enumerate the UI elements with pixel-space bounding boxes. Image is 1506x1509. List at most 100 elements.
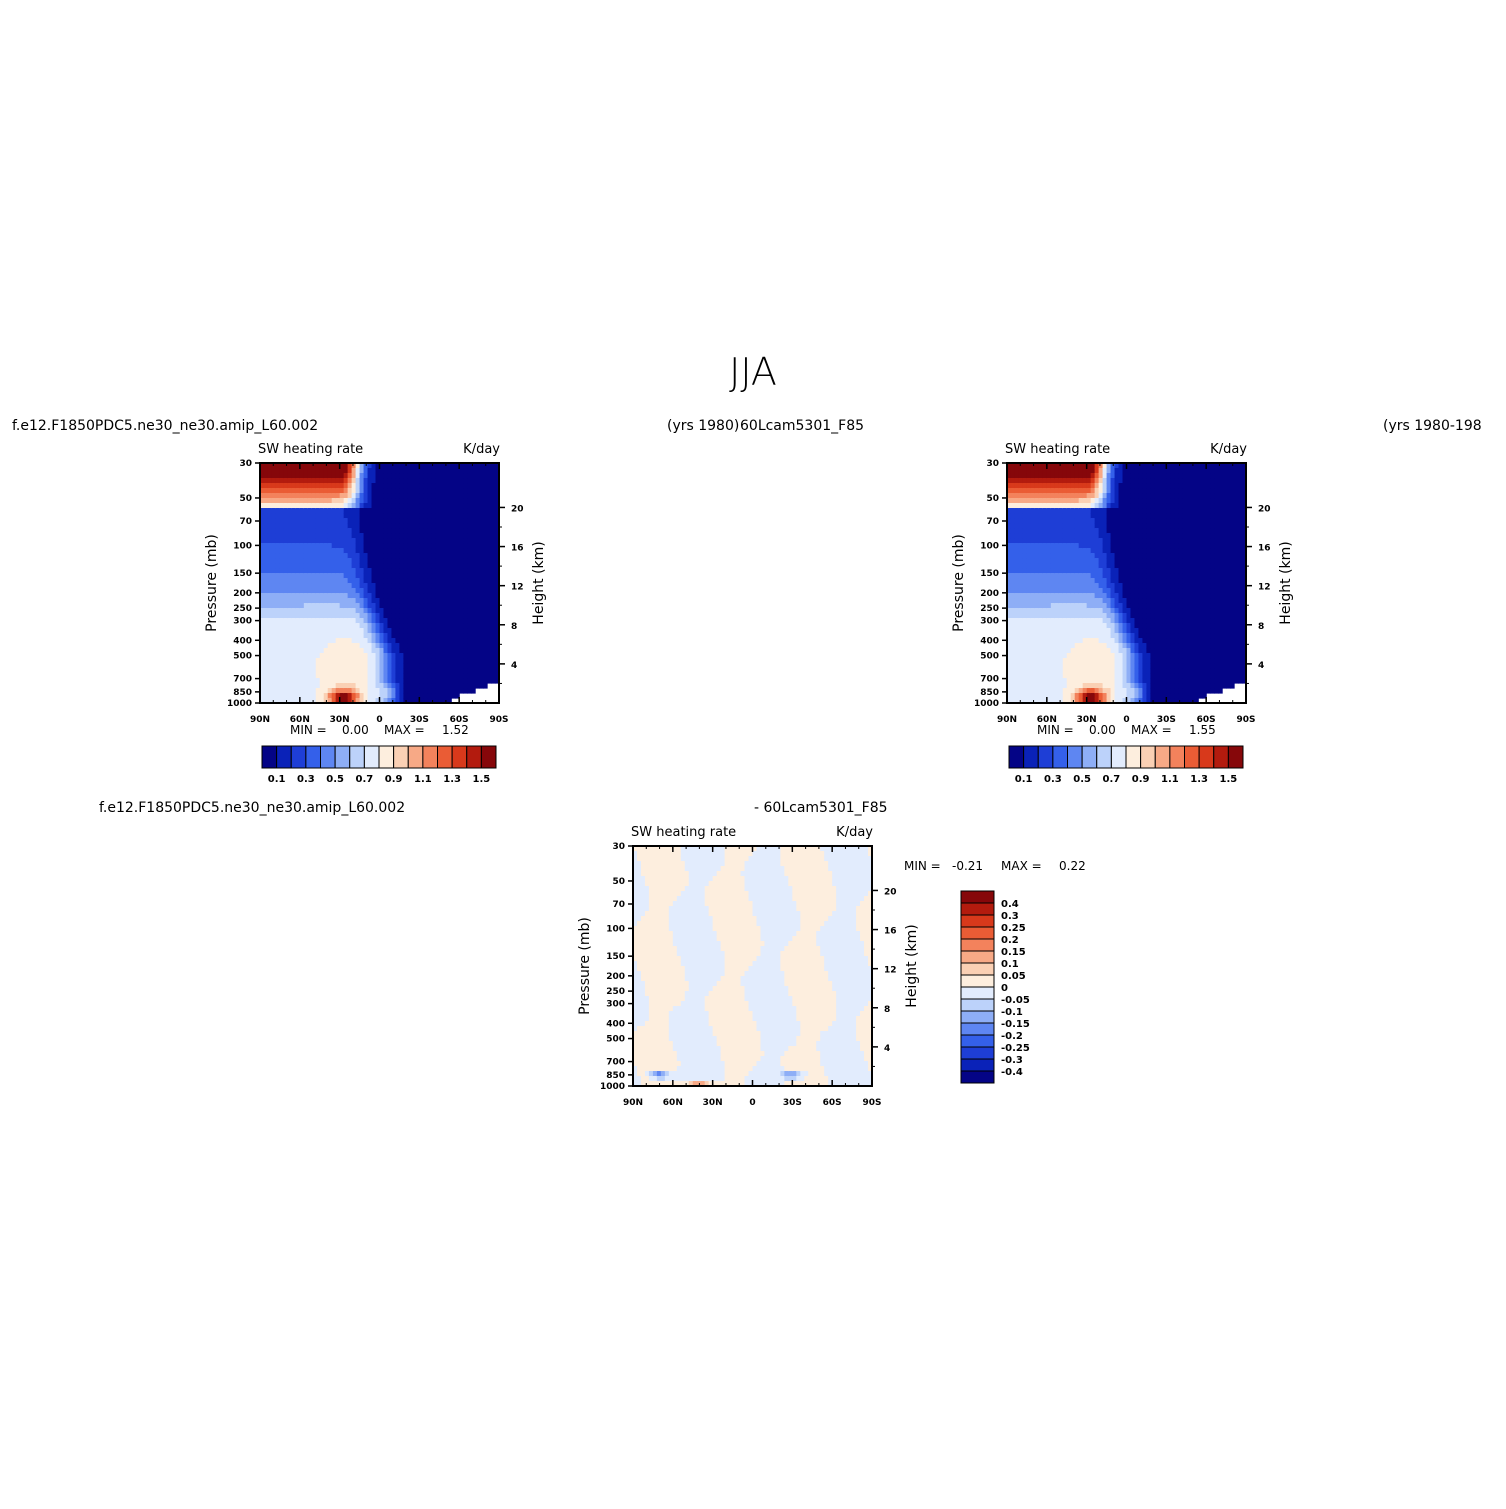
field-cell (1130, 643, 1136, 649)
field-cell (1086, 493, 1092, 499)
field-cell (415, 583, 420, 589)
field-cell (399, 568, 404, 574)
field-cell (1054, 678, 1060, 684)
field-cell (1134, 618, 1140, 624)
field-cell (279, 513, 285, 519)
field-cell (351, 653, 357, 659)
field-cell (363, 593, 369, 599)
field-cell (295, 508, 301, 514)
field-cell (299, 518, 305, 524)
field-cell (303, 463, 309, 469)
field-cell (471, 523, 476, 529)
field-cell (415, 513, 420, 519)
field-cell (1086, 663, 1092, 669)
field-cell (443, 628, 448, 634)
y-tick-label: 300 (233, 617, 252, 627)
field-cell (491, 478, 496, 484)
field-cell (1098, 663, 1104, 669)
field-cell (1086, 533, 1092, 539)
field-cell (1130, 483, 1136, 489)
field-cell (323, 623, 329, 629)
field-cell (403, 533, 408, 539)
y-tick-label: 70 (239, 517, 252, 527)
field-cell (1082, 613, 1088, 619)
field-cell (1026, 633, 1032, 639)
field-cell (1146, 648, 1151, 654)
field-cell (1062, 588, 1068, 594)
field-cell (1066, 618, 1072, 624)
field-cell (267, 693, 273, 699)
field-cell (263, 683, 269, 689)
field-cell (1094, 698, 1100, 704)
field-cell (327, 583, 333, 589)
field-cell (1010, 463, 1016, 469)
field-cell (1098, 543, 1104, 549)
field-cell (303, 498, 309, 504)
field-cell (1166, 473, 1171, 479)
field-cell (1098, 538, 1104, 544)
field-cell (335, 598, 341, 604)
field-cell (451, 553, 456, 559)
field-cell (1134, 673, 1140, 679)
field-cell (299, 598, 305, 604)
field-cell (271, 548, 277, 554)
field-cell (1062, 488, 1068, 494)
field-cell (383, 578, 389, 584)
field-cell (1134, 538, 1140, 544)
field-cell (275, 638, 281, 644)
field-cell (1102, 468, 1108, 474)
field-cell (1042, 508, 1048, 514)
field-cell (355, 508, 361, 514)
field-cell (299, 528, 305, 534)
field-cell (427, 678, 432, 684)
field-cell (359, 563, 365, 569)
field-cell (283, 688, 289, 694)
field-cell (275, 468, 281, 474)
field-cell (431, 593, 436, 599)
field-cell (1007, 563, 1012, 569)
field-cell (1094, 668, 1100, 674)
field-cell (415, 468, 420, 474)
field-cell (1166, 518, 1171, 524)
field-cell (1158, 573, 1163, 579)
field-cell (379, 483, 385, 489)
field-cell (459, 663, 464, 669)
field-cell (1162, 648, 1167, 654)
field-cell (1166, 538, 1171, 544)
field-cell (387, 643, 393, 649)
field-cell (383, 618, 389, 624)
field-cell (271, 553, 277, 559)
field-cell (1122, 608, 1128, 614)
field-cell (491, 503, 496, 509)
field-cell (1130, 688, 1136, 694)
field-cell (315, 673, 321, 679)
field-cell (1042, 648, 1048, 654)
field-cell (291, 488, 297, 494)
field-cell (263, 478, 269, 484)
field-cell (1158, 598, 1163, 604)
field-cell (1046, 518, 1052, 524)
field-cell (1138, 573, 1144, 579)
field-cell (315, 588, 321, 594)
field-cell (1010, 653, 1016, 659)
field-cell (387, 548, 393, 554)
field-cell (483, 583, 488, 589)
field-cell (1146, 698, 1151, 704)
field-cell (487, 673, 492, 679)
field-cell (1042, 478, 1048, 484)
field-cell (1138, 588, 1144, 594)
field-cell (415, 503, 420, 509)
field-cell (443, 633, 448, 639)
field-cell (487, 513, 492, 519)
field-cell (267, 553, 273, 559)
field-cell (271, 698, 277, 704)
field-cell (1130, 593, 1136, 599)
field-cell (1166, 488, 1171, 494)
field-cell (1146, 608, 1151, 614)
field-cell (1054, 693, 1060, 699)
field-cell (1102, 473, 1108, 479)
field-cell (260, 553, 265, 559)
field-cell (1138, 538, 1144, 544)
field-cell (1122, 478, 1128, 484)
field-cell (439, 603, 444, 609)
